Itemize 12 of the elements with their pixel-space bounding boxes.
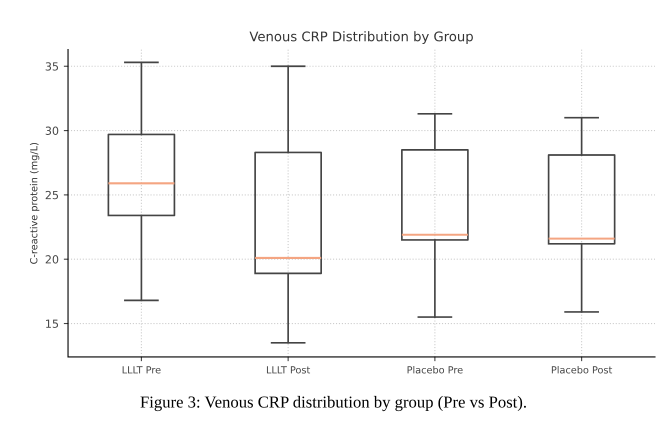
y-tick-label: 20: [46, 255, 58, 264]
y-tick-label: 30: [46, 126, 58, 135]
y-tick-label: 25: [46, 190, 58, 200]
x-tick-label: LLLT Pre: [122, 366, 161, 374]
x-tick-label: LLLT Post: [266, 366, 310, 374]
x-tick-label: Placebo Pre: [408, 366, 463, 374]
chart-title: Venous CRP Distribution by Group: [250, 31, 473, 44]
y-tick-label: 15: [46, 320, 58, 328]
y-axis-title: C-reactive protein (mg/L): [30, 142, 40, 264]
caption: Figure 3: Venous CRP distribution by group (Pre vs Post).: [140, 396, 526, 412]
x-tick-label: Placebo Post: [552, 366, 612, 374]
y-tick-label: 35: [46, 62, 58, 71]
